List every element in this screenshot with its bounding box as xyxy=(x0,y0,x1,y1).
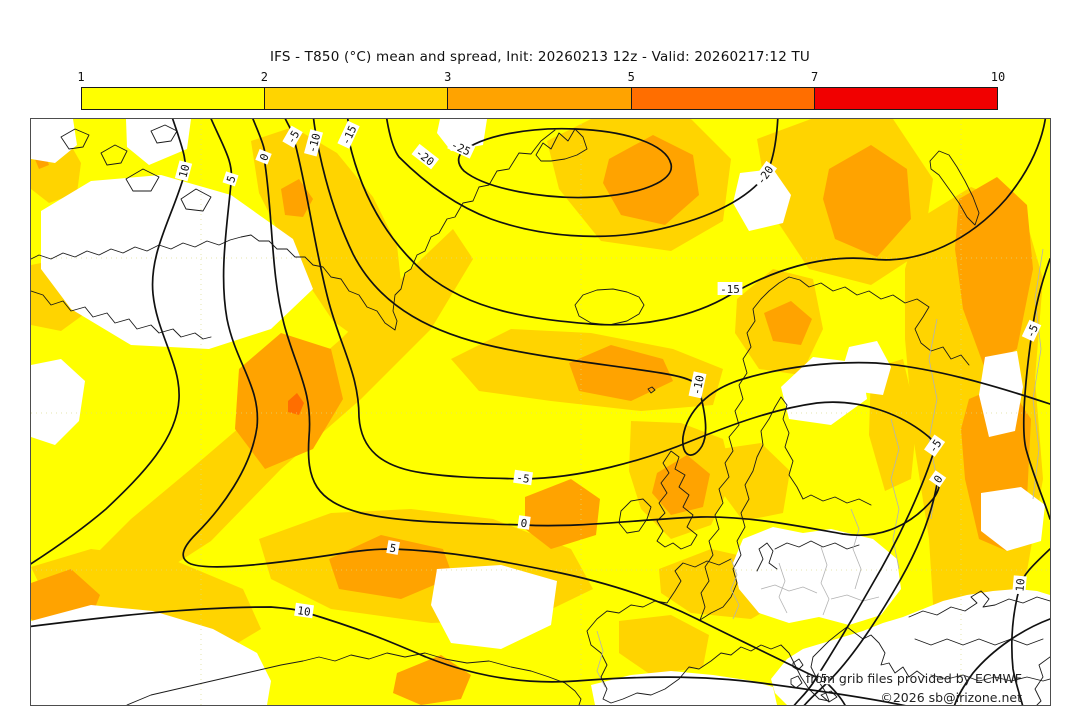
svg-text:5: 5 xyxy=(224,174,238,184)
svg-text:10: 10 xyxy=(176,163,192,179)
svg-text:0: 0 xyxy=(520,517,528,531)
colorbar-segment-7-10 xyxy=(814,88,998,109)
colorbar-tick-5: 5 xyxy=(627,70,635,84)
coastlines xyxy=(31,124,1050,705)
isoline-5-southeast xyxy=(953,618,1050,705)
coast-italy xyxy=(780,626,926,702)
contour-label--5: -5 xyxy=(513,469,533,486)
isoline-m25 xyxy=(457,127,672,199)
isoline-m15 xyxy=(346,119,1047,326)
credit-copyright: ©2026 sb@irizone.net xyxy=(880,690,1022,705)
svg-text:-10: -10 xyxy=(690,374,707,396)
coast-greenland xyxy=(31,129,556,331)
svg-text:-5: -5 xyxy=(926,437,944,455)
svg-text:-5: -5 xyxy=(1024,322,1041,340)
coast-africa xyxy=(126,652,582,705)
colorbar-tick-10: 10 xyxy=(990,70,1006,84)
coast-denmark xyxy=(756,542,778,572)
coast-iceland xyxy=(574,288,645,326)
isoline-m10 xyxy=(312,119,1050,456)
colorbar-segment-2-3 xyxy=(265,88,449,109)
colorbar-tick-3: 3 xyxy=(444,70,452,84)
coast-caspian xyxy=(1034,656,1050,705)
contour-label-0: 0 xyxy=(517,515,531,531)
colorbar-segment-1-2 xyxy=(82,88,266,109)
svg-text:-5: -5 xyxy=(284,128,302,146)
svg-text:10: 10 xyxy=(296,604,311,619)
spread-colorbar xyxy=(81,87,998,110)
contour-label-5: 5 xyxy=(222,171,239,187)
contour-label--5: -5 xyxy=(924,434,946,457)
svg-text:10: 10 xyxy=(1013,578,1027,592)
svg-text:-10: -10 xyxy=(306,132,324,155)
credit-ecmwf: from grib files provided by ECMWF xyxy=(806,671,1022,686)
coast-france-iberia xyxy=(586,558,782,704)
isoline-10-south xyxy=(31,606,906,705)
coast-britain xyxy=(656,450,698,550)
colorbar-tick-2: 2 xyxy=(260,70,269,84)
contour-label-10: 10 xyxy=(1012,575,1028,595)
svg-text:5: 5 xyxy=(389,542,398,556)
isoline-m5 xyxy=(284,119,937,705)
map-svg: 10 50-5 -10 -15-20 -25-20-15-10-5-50510-5051… xyxy=(31,119,1050,705)
spread-fill-below-1 xyxy=(31,119,1050,705)
map-area: 10 5 0 -5 -10 -15 -20 -25 -20 -15 -10 -5 -5 0 5 10 -5 0 5 1… xyxy=(30,118,1051,706)
coast-norway xyxy=(699,276,970,621)
colorbar-segment-3-5 xyxy=(448,88,632,109)
chart-title: IFS - T850 (°C) mean and spread, Init: 2… xyxy=(269,49,811,65)
contour-label--5: -5 xyxy=(282,125,303,148)
coast-ireland xyxy=(618,498,652,534)
contour-labels: 10 50-5 -10 -15-20 -25-20-15-10-5-50510-5051… xyxy=(174,120,1042,685)
colorbar-tick-7: 7 xyxy=(810,70,819,84)
svg-text:-5: -5 xyxy=(515,471,530,486)
contour-label--10: -10 xyxy=(688,371,707,399)
contour-label--10: -10 xyxy=(304,129,324,157)
contour-label--15: -15 xyxy=(717,282,743,296)
coast-black-sea-north xyxy=(908,590,1050,618)
contour-label-0: 0 xyxy=(255,149,272,165)
coast-baltic-south xyxy=(774,540,860,550)
coast-svalbard xyxy=(535,128,588,162)
colorbar-tick-1: 1 xyxy=(77,70,85,84)
contour-label-10: 10 xyxy=(174,160,192,182)
isoline-5 xyxy=(182,119,846,705)
coast-sweden-baltic xyxy=(699,396,872,621)
coast-turkey-south xyxy=(930,674,1050,682)
coast-arctic-islands xyxy=(60,124,212,212)
svg-text:0: 0 xyxy=(257,152,272,163)
isoline-m5-east xyxy=(1022,258,1050,520)
spread-colorbar-ticks: 1 2 3 5 7 10 xyxy=(77,70,1005,84)
contour-label--5: -5 xyxy=(1021,319,1042,342)
coast-faroe xyxy=(647,386,656,394)
isoline-0 xyxy=(252,119,941,705)
contour-label-10: 10 xyxy=(294,602,314,619)
contour-label-0: 0 xyxy=(928,470,947,488)
contour-label-5: 5 xyxy=(817,670,831,685)
isoline-10-southeast xyxy=(1011,548,1050,705)
svg-text:5: 5 xyxy=(820,672,828,685)
colorbar-segment-5-7 xyxy=(631,88,815,109)
coast-novaya-zemlya xyxy=(929,150,980,226)
coast-black-sea-south xyxy=(914,638,1044,646)
svg-text:-15: -15 xyxy=(720,283,740,296)
spread-fill-5-7 xyxy=(288,393,304,415)
contour-label-5: 5 xyxy=(386,540,400,556)
coast-baffin xyxy=(31,290,212,340)
